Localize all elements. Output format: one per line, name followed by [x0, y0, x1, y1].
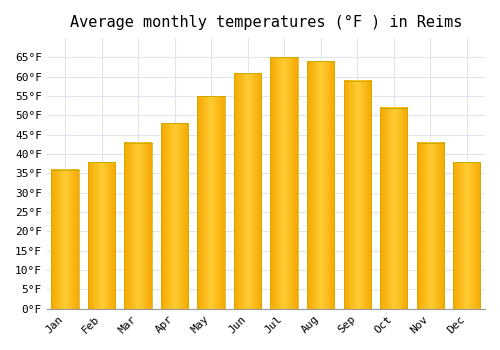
- Title: Average monthly temperatures (°F ) in Reims: Average monthly temperatures (°F ) in Re…: [70, 15, 462, 30]
